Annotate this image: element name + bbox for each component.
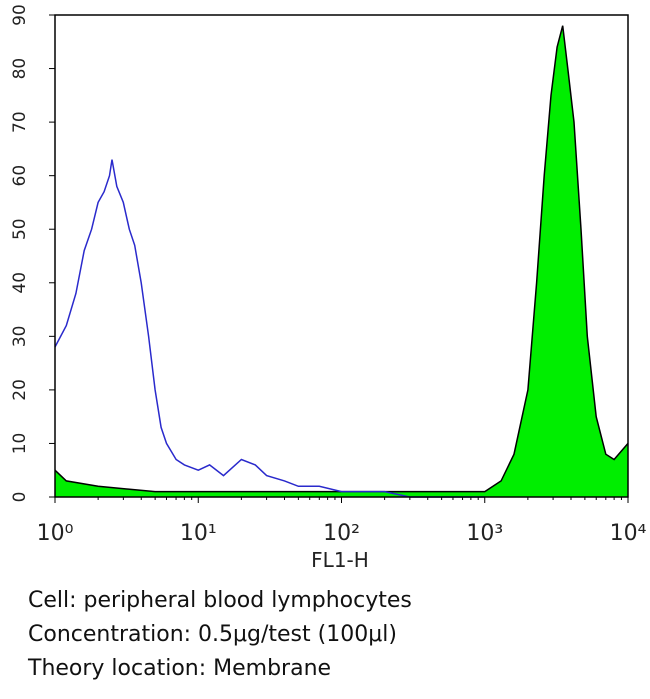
- x-tick-label: 10⁰: [37, 521, 74, 546]
- histogram-line: [54, 159, 485, 498]
- y-tick-label: 70: [10, 111, 30, 133]
- y-tick-label: 50: [10, 218, 30, 240]
- x-tick-label: 10¹: [180, 521, 217, 546]
- y-tick-label: 80: [10, 58, 30, 80]
- caption: Concentration: 0.5μg/test (100μl): [28, 622, 397, 647]
- y-tick-label: 0: [10, 492, 30, 503]
- x-tick-label: 10²: [323, 521, 360, 546]
- y-tick-label: 30: [10, 326, 30, 348]
- y-tick-label: 60: [10, 165, 30, 187]
- x-tick-label: 10⁴: [610, 521, 647, 546]
- caption: Cell: peripheral blood lymphocytes: [28, 588, 412, 613]
- y-tick-label: 10: [10, 433, 30, 455]
- chart: FL1-H 0 10 20 30 40 50 60 70 80 90 10⁰ 10¹ 10² 10³ 10⁴: [10, 4, 647, 572]
- histogram-area: [55, 25, 628, 497]
- x-axis-label: FL1-H: [311, 548, 369, 572]
- x-tick-label: 10³: [466, 521, 503, 546]
- y-tick-label: 40: [10, 272, 30, 294]
- y-tick-label: 20: [10, 379, 30, 401]
- caption: Theory location: Membrane: [28, 656, 332, 681]
- y-tick-label: 90: [10, 4, 30, 26]
- histogram-outline: [54, 25, 629, 493]
